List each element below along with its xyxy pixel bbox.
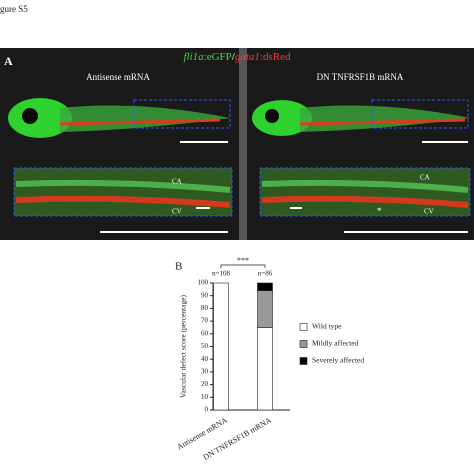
column-label: Antisense mRNA: [86, 72, 150, 82]
legend-label: Wild type: [312, 322, 342, 331]
panel-title: fli1a:eGFP/gata1:dsRed: [184, 51, 291, 63]
y-tick-label: 30: [201, 368, 209, 376]
title-part: fli1a: [184, 51, 205, 63]
legend-label: Mildly affected: [312, 339, 359, 348]
annotation: CV: [424, 208, 434, 216]
y-axis-label: Vascular defect score (percentage): [179, 294, 188, 398]
column-label: DN TNFRSF1B mRNA: [317, 72, 404, 82]
title-part: :eGFP: [204, 51, 232, 63]
annotation: *: [377, 206, 382, 216]
y-tick-label: 80: [201, 304, 209, 312]
y-tick-label: 40: [201, 355, 209, 363]
n-label: n=108: [212, 270, 230, 278]
annotation: CA: [172, 178, 182, 186]
panel-label: A: [4, 54, 13, 68]
legend-swatch: [299, 340, 308, 348]
bar-segment: [257, 290, 273, 328]
legend-label: Severely affected: [312, 356, 364, 365]
y-tick-label: 50: [201, 342, 209, 350]
y-tick-label: 10: [201, 393, 209, 401]
significance: ***: [237, 256, 249, 265]
panel-label: B: [175, 261, 182, 273]
legend-swatch: [299, 357, 308, 365]
bar-segment: [213, 282, 229, 411]
title-part: :dsRed: [260, 51, 291, 63]
y-tick-label: 100: [198, 279, 209, 287]
divider: [239, 48, 247, 240]
y-tick-label: 20: [201, 380, 209, 388]
fish-right: [252, 99, 471, 233]
bar-segment: [257, 282, 273, 291]
y-tick-label: 70: [201, 317, 209, 325]
fish-left: [8, 98, 233, 233]
y-tick-label: 0: [205, 406, 209, 414]
significance-bracket: [220, 264, 266, 268]
title-part: gata1: [235, 51, 260, 63]
figure-label: gure S5: [0, 4, 28, 14]
annotation: CV: [172, 208, 182, 216]
title-part: /: [232, 51, 236, 63]
n-label: n=86: [258, 270, 273, 278]
legend-swatch: [299, 323, 308, 331]
y-tick-label: 90: [201, 291, 209, 299]
annotation: CA: [420, 174, 430, 182]
y-tick-label: 60: [201, 329, 209, 337]
bar-segment: [257, 327, 273, 411]
